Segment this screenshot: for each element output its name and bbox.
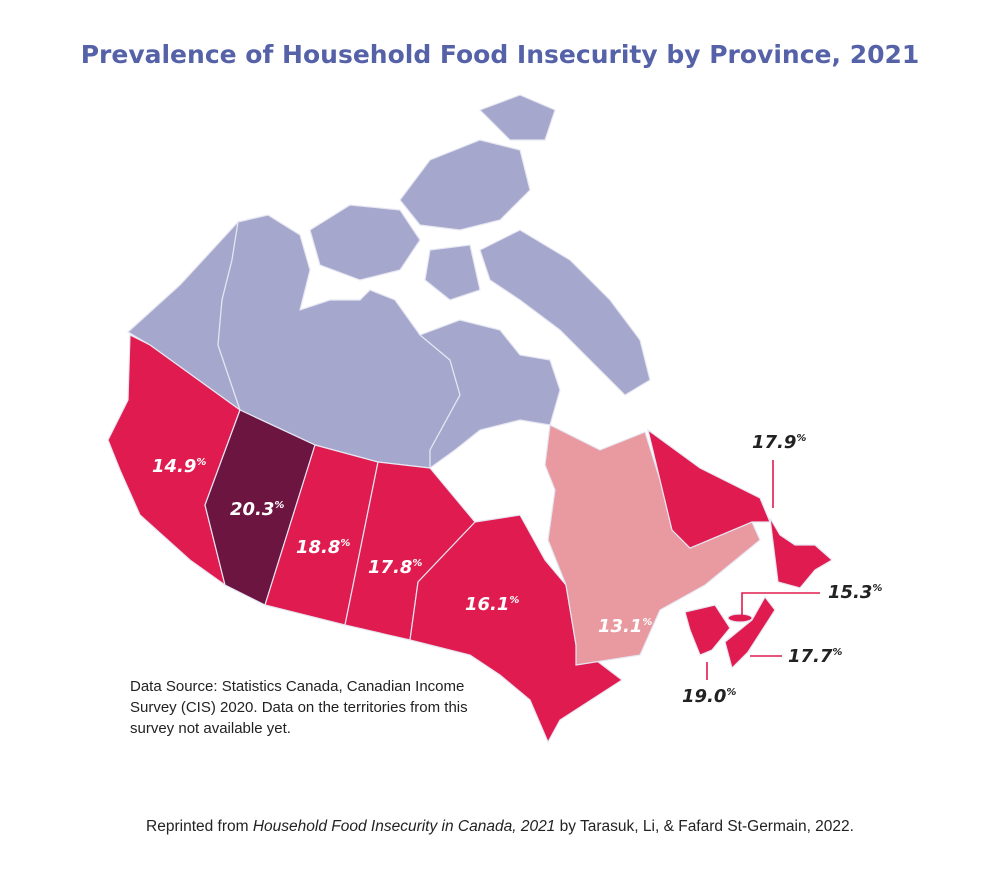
label-qc: 13.1% [598, 616, 652, 637]
island-baffin [479, 229, 651, 396]
footer-report-title: Household Food Insecurity in Canada, 202… [252, 818, 556, 835]
leader-pe [741, 592, 820, 615]
footer-prefix: Reprinted from [146, 818, 253, 835]
island-arctic-2 [399, 139, 531, 231]
island-arctic-3 [478, 94, 556, 141]
province-pe [727, 613, 753, 623]
island-arctic-1 [309, 204, 421, 281]
map-title: Prevalence of Household Food Insecurity … [80, 40, 920, 69]
label-nl: 17.9% [752, 432, 806, 453]
province-nb [684, 604, 731, 656]
region-nunavut [418, 319, 561, 470]
label-sk: 18.8% [296, 537, 350, 558]
province-bc [107, 334, 241, 587]
province-nl-island [769, 517, 834, 589]
label-ab: 20.3% [230, 499, 284, 520]
label-bc: 14.9% [152, 456, 206, 477]
province-ns [724, 595, 776, 670]
citation-footer: Reprinted from Household Food Insecurity… [0, 818, 1000, 836]
label-nb: 19.0% [682, 686, 736, 707]
label-ns: 17.7% [788, 646, 842, 667]
province-ab [204, 409, 316, 606]
label-pe: 15.3% [828, 582, 882, 603]
label-mb: 17.8% [368, 557, 422, 578]
data-source-note: Data Source: Statistics Canada, Canadian… [130, 678, 468, 737]
footer-suffix: by Tarasuk, Li, & Fafard St-Germain, 202… [555, 818, 854, 835]
province-nl-labrador [647, 428, 771, 549]
label-on: 16.1% [465, 594, 519, 615]
province-on [409, 514, 624, 744]
island-arctic-4 [424, 244, 481, 301]
